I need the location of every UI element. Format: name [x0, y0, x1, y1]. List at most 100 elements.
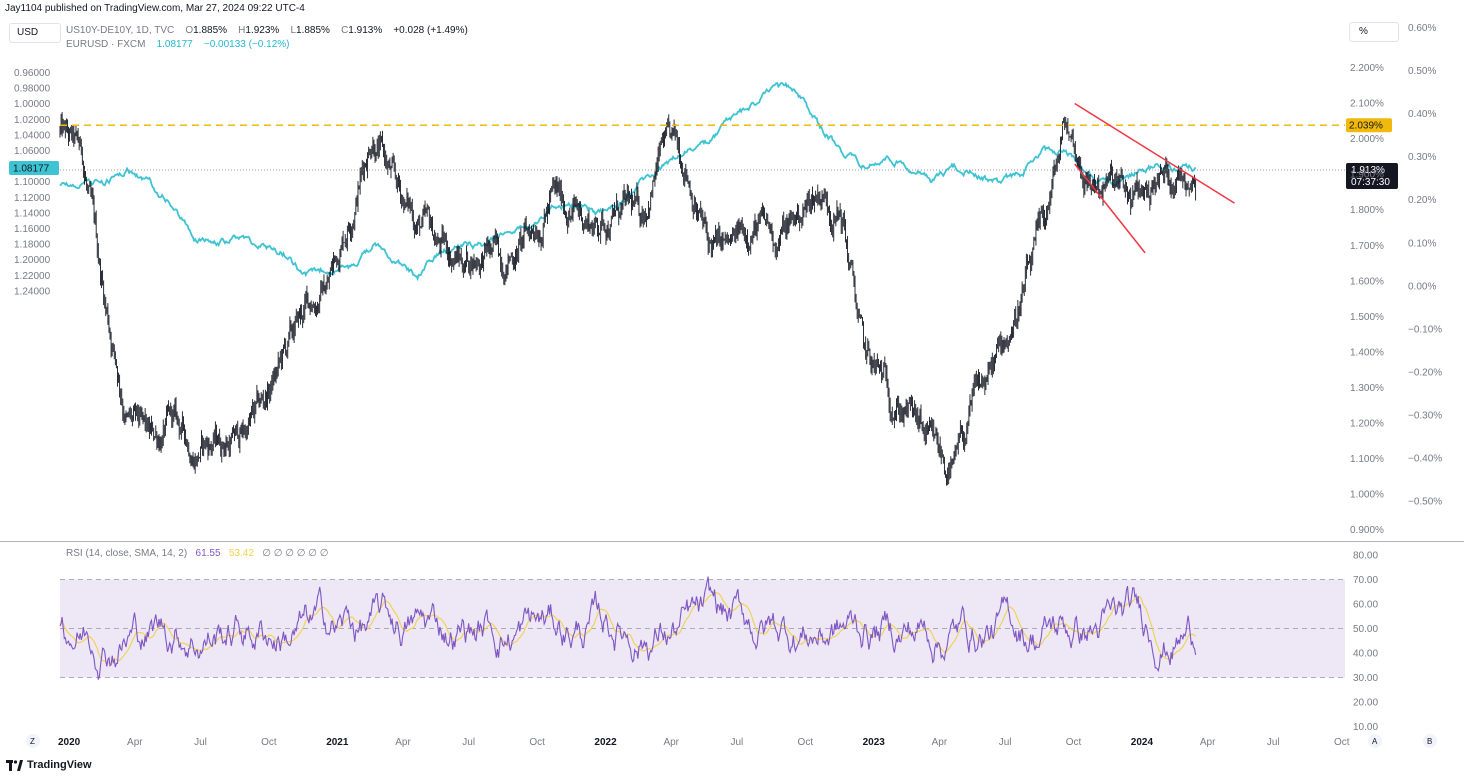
right-axis-tick-label: 2.100% [1350, 99, 1384, 110]
time-axis-zoom-button-label: Z [30, 737, 35, 746]
percent-axis-tick-label: −0.40% [1408, 454, 1442, 465]
percent-axis-tick-label: 0.60% [1408, 23, 1436, 34]
left-axis-tick-label: 0.98000 [14, 84, 51, 95]
left-axis-tick-label: 1.22000 [14, 271, 51, 282]
left-axis-tick-label: 1.02000 [14, 115, 51, 126]
left-axis-tick-label: 1.10000 [14, 177, 51, 188]
x-axis-tick-label: Oct [261, 737, 277, 748]
x-axis-tick-label: Oct [1066, 737, 1082, 748]
left-axis-tick-label: 0.96000 [14, 68, 51, 79]
legend-change: +0.028 (+1.49%) [393, 25, 468, 36]
rsi-axis-tick-label: 30.00 [1353, 673, 1378, 684]
rsi-axis-tick-label: 10.00 [1353, 722, 1378, 733]
percent-axis-tick-label: 0.20% [1408, 195, 1436, 206]
rsi-legend-placeholders: ∅ ∅ ∅ ∅ ∅ ∅ [262, 548, 329, 559]
rsi-axis-tick-label: 40.00 [1353, 649, 1378, 660]
legend-high-label: H [238, 25, 246, 36]
tradingview-logo[interactable]: TradingView [6, 759, 92, 771]
legend-close-label: C [341, 25, 349, 36]
rsi-axis-tick-label: 70.00 [1353, 575, 1378, 586]
legend-symbol[interactable]: US10Y-DE10Y, 1D, TVC [66, 25, 175, 36]
scale-mode-button-bg [1368, 734, 1382, 748]
left-axis-tick-label: 1.24000 [14, 286, 51, 297]
percent-axis-tick-label: 0.30% [1408, 152, 1436, 163]
x-axis-tick-label: 2020 [58, 737, 81, 748]
x-axis-tick-label: Oct [529, 737, 545, 748]
time-axis-zoom-button-bg [26, 734, 40, 748]
right-axis-tick-label: 1.700% [1350, 241, 1384, 252]
rsi-legend-value: 61.55 [195, 548, 221, 559]
price-scale-percent-button[interactable]: % [1349, 22, 1399, 42]
right-axis-tick-label: 1.400% [1350, 347, 1384, 358]
legend-close-value: 1.913% [348, 25, 383, 36]
resistance-price-tag-bg [1346, 118, 1392, 133]
rsi-axis-tick-label: 60.00 [1353, 600, 1378, 611]
rsi-axis-tick-label: 50.00 [1353, 624, 1378, 635]
left-axis-tick-label: 1.16000 [14, 224, 51, 235]
left-axis-tick-label: 1.06000 [14, 146, 51, 157]
percent-axis-tick-label: −0.10% [1408, 324, 1442, 335]
x-axis-tick-label: Jul [462, 737, 475, 748]
rsi-axis-tick-label: 80.00 [1353, 551, 1378, 562]
x-axis-tick-label: 2023 [863, 737, 886, 748]
right-axis-tick-label: 1.200% [1350, 419, 1384, 430]
eurusd-legend-symbol[interactable]: EURUSD · FXCM [66, 39, 146, 50]
left-axis-tick-label: 1.00000 [14, 99, 51, 110]
left-axis-tick-label: 1.04000 [14, 130, 51, 141]
eurusd-legend: EURUSD · FXCM 1.08177 −0.00133 (−0.12%) [66, 39, 289, 50]
rsi-legend-sma-value: 53.42 [228, 548, 254, 559]
resistance-price-tag-label: 2.039% [1349, 121, 1383, 132]
resistance-price-tag: 2.039% [1346, 118, 1392, 133]
x-axis-tick-label: Jul [731, 737, 744, 748]
eurusd-legend-value: 1.08177 [156, 39, 193, 50]
right-axis-tick-label: 1.300% [1350, 383, 1384, 394]
x-axis-tick-label: 2021 [326, 737, 349, 748]
percent-axis-tick-label: 0.00% [1408, 281, 1436, 292]
main-series-legend: US10Y-DE10Y, 1D, TVC O1.885% H1.923% L1.… [66, 25, 468, 36]
rsi-axis-tick-label: 20.00 [1353, 698, 1378, 709]
eurusd-line[interactable] [59, 81, 1197, 282]
time-axis-zoom-button[interactable]: Z [26, 734, 40, 748]
percent-axis-tick-label: 0.10% [1408, 238, 1436, 249]
last-price-tag: 1.913%07:37:30 [1346, 163, 1398, 190]
right-axis-tick-label: 0.900% [1350, 525, 1384, 536]
eurusd-price-tag-label: 1.08177 [13, 163, 50, 174]
right-axis-tick-label: 2.000% [1350, 134, 1384, 145]
percent-axis-tick-label: 0.40% [1408, 109, 1436, 120]
left-axis-tick-label: 1.12000 [14, 193, 51, 204]
rsi-legend-label[interactable]: RSI (14, close, SMA, 14, 2) [66, 548, 188, 559]
eurusd-price-tag-bg [9, 160, 59, 175]
x-axis-tick-label: Apr [1200, 737, 1216, 748]
legend-low-value: 1.885% [296, 25, 330, 36]
rsi-legend: RSI (14, close, SMA, 14, 2) 61.55 53.42 … [66, 548, 328, 559]
last-price-tag-label: 1.913% [1351, 165, 1385, 176]
x-axis-tick-label: Oct [798, 737, 814, 748]
scale-mode-button[interactable]: B [1423, 734, 1437, 748]
x-axis-tick-label: Jul [194, 737, 207, 748]
trend-channel-line[interactable] [1074, 163, 1146, 254]
right-axis-tick-label: 1.800% [1350, 205, 1384, 216]
right-axis-tick-label: 1.600% [1350, 276, 1384, 287]
price-scale-currency-button[interactable]: USD [9, 23, 61, 43]
rsi-line[interactable] [59, 576, 1197, 680]
scale-mode-button[interactable]: A [1368, 734, 1382, 748]
left-axis-tick-label: 1.14000 [14, 208, 51, 219]
tradingview-brand: TradingView [27, 759, 92, 771]
trend-channel-line[interactable] [1074, 102, 1235, 204]
x-axis-tick-label: 2024 [1131, 737, 1154, 748]
right-axis-tick-label: 1.500% [1350, 312, 1384, 323]
x-axis-tick-label: Apr [127, 737, 143, 748]
last-price-tag-bg [1346, 163, 1398, 190]
right-axis-tick-label: 1.900% [1350, 170, 1384, 181]
last-price-countdown: 07:37:30 [1351, 177, 1390, 188]
eurusd-price-tag: 1.08177 [9, 160, 59, 175]
legend-open-label: O [185, 25, 194, 36]
x-axis-tick-label: Apr [663, 737, 679, 748]
legend-open-value: 1.885% [193, 25, 228, 36]
published-caption: Jay1104 published on TradingView.com, Ma… [5, 3, 305, 14]
legend-low-label: L [290, 25, 297, 36]
eurusd-legend-change: −0.00133 (−0.12%) [203, 39, 290, 50]
right-axis-tick-label: 2.200% [1350, 63, 1384, 74]
left-axis-tick-label: 1.18000 [14, 240, 51, 251]
